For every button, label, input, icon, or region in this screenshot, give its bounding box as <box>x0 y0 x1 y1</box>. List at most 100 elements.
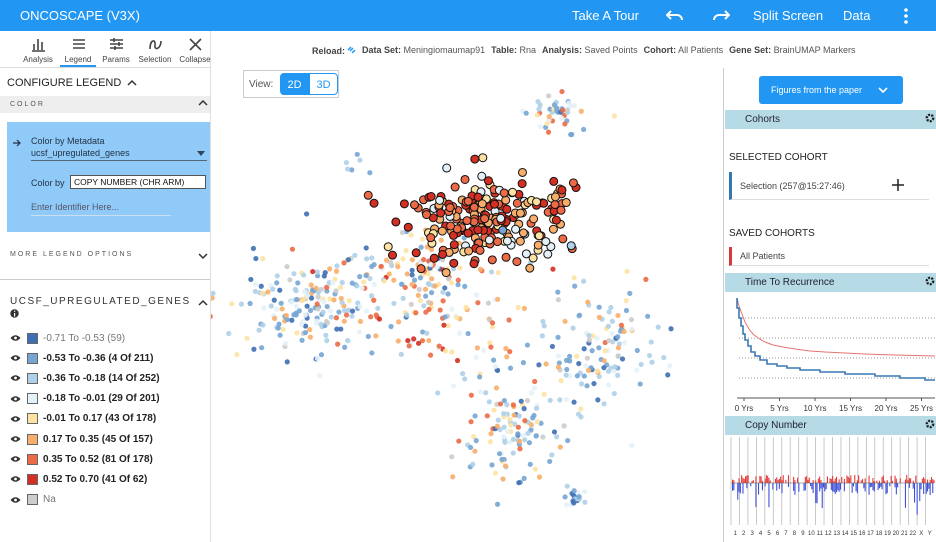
legend-item[interactable]: -0.18 To -0.01 (29 Of 201) <box>10 390 160 408</box>
scatter-point <box>400 256 406 262</box>
selected-point <box>568 178 578 188</box>
loss-bar <box>912 483 914 489</box>
scatter-point <box>605 368 612 374</box>
tool-button[interactable]: Analysis <box>18 36 58 64</box>
visibility-icon <box>10 335 21 341</box>
legend-item[interactable]: -0.01 To 0.17 (43 Of 178) <box>10 410 156 428</box>
redo-icon[interactable] <box>712 8 730 22</box>
reload-icon[interactable] <box>347 45 356 54</box>
scatter-point <box>275 325 281 331</box>
loss-bar <box>750 483 752 487</box>
selected-point <box>499 188 509 198</box>
section-header: COLOR <box>0 96 210 113</box>
scatter-point <box>421 256 427 263</box>
view-button[interactable]: 2D <box>280 73 309 95</box>
chromosome-label: 18 <box>876 531 883 537</box>
scatter-point <box>531 385 538 391</box>
tool-button[interactable]: Legend <box>58 36 98 64</box>
scatter-point <box>363 272 369 279</box>
legend-item[interactable]: 0.35 To 0.52 (81 Of 178) <box>10 450 153 468</box>
loss-bar <box>919 483 921 502</box>
legend-item[interactable]: -0.53 To -0.36 (4 Of 211) <box>10 349 153 367</box>
scatter-point <box>571 275 577 281</box>
scatter-point <box>473 438 479 444</box>
gain-bar <box>743 478 745 483</box>
scatter-point <box>563 396 570 403</box>
scatter-point <box>564 502 570 508</box>
scatter-point <box>211 295 215 301</box>
identifier-input[interactable]: Enter Identifier Here... <box>31 202 171 216</box>
gain-bar <box>829 478 831 483</box>
status-item: Table: Rna <box>491 45 536 56</box>
loss-bar <box>819 483 821 492</box>
menu-icon[interactable] <box>902 8 910 24</box>
selected-point <box>363 190 373 200</box>
legend-item[interactable]: Na <box>10 491 56 509</box>
gain-bar <box>868 475 870 483</box>
tour-button[interactable]: Take A Tour <box>572 8 639 23</box>
figures-button[interactable]: Figures from the paper <box>759 76 903 104</box>
scatter-point <box>516 480 522 486</box>
undo-icon[interactable] <box>666 8 684 22</box>
settings-icon[interactable] <box>925 419 935 429</box>
scatter-point <box>304 303 310 309</box>
chromosome-label: 4 <box>759 531 763 537</box>
scatter-point <box>253 255 259 262</box>
cohort-row[interactable]: All Patients <box>729 247 929 266</box>
more-options[interactable]: MORE LEGEND OPTIONS <box>0 251 210 258</box>
loss-bar <box>738 483 740 492</box>
add-icon[interactable] <box>892 179 904 191</box>
scatter-point <box>365 333 371 340</box>
scatter-point <box>395 319 402 325</box>
metadata-select[interactable]: ucsf_upregulated_genes <box>31 148 207 161</box>
color-by-select[interactable]: COPY NUMBER (CHR ARM) <box>70 175 206 189</box>
tool-button[interactable]: Params <box>96 36 136 64</box>
chromosome-label: 15 <box>850 531 857 537</box>
selected-point <box>515 208 525 218</box>
scatter-point <box>334 263 340 269</box>
view-button[interactable]: 3D <box>309 73 338 95</box>
scatter-point <box>462 376 468 382</box>
tool-button[interactable]: Collapse <box>175 36 215 64</box>
scatter-point <box>375 305 381 311</box>
view-toggle: View: 2D 3D <box>243 70 339 98</box>
scatter-point <box>495 269 501 276</box>
loss-bar <box>803 483 805 491</box>
legend-item[interactable]: 0.52 To 0.70 (41 Of 62) <box>10 470 147 488</box>
chevron-up[interactable] <box>198 99 208 107</box>
legend-item[interactable]: -0.71 To -0.53 (59) <box>10 329 125 347</box>
visibility-icon <box>10 436 21 442</box>
scatter-point <box>609 331 615 337</box>
scatter-point <box>450 383 457 389</box>
curve-selection <box>736 298 935 381</box>
scatter-point <box>445 291 451 297</box>
settings-icon[interactable] <box>925 276 935 286</box>
legend-item[interactable]: 0.17 To 0.35 (45 Of 157) <box>10 430 153 448</box>
loss-bar <box>877 483 879 491</box>
scatter-point <box>424 330 430 336</box>
settings-icon[interactable] <box>925 113 935 123</box>
scatter-point <box>499 456 505 463</box>
gain-bar <box>794 480 796 483</box>
scatter-point <box>277 287 283 293</box>
chromosome-label: 8 <box>793 531 797 537</box>
split-screen-button[interactable]: Split Screen <box>753 8 824 23</box>
legend-item[interactable]: -0.36 To -0.18 (14 Of 252) <box>10 369 160 387</box>
data-button[interactable]: Data <box>843 8 871 23</box>
tool-button[interactable]: Selection <box>135 36 175 64</box>
selected-point <box>399 199 409 209</box>
scatter-point <box>567 353 573 359</box>
chevron-down[interactable] <box>198 252 208 260</box>
chromosome-label: X <box>919 531 923 537</box>
scatter-point <box>391 277 397 283</box>
chevron-up[interactable] <box>198 299 208 307</box>
chevron-up[interactable] <box>127 79 137 87</box>
scatter-point <box>423 293 429 299</box>
color-by-value: COPY NUMBER (CHR ARM) <box>74 177 185 187</box>
scatter-point <box>510 436 517 442</box>
loss-bar <box>925 483 927 494</box>
scatter-point <box>555 364 562 370</box>
scatter-point <box>515 431 521 437</box>
scatter-point <box>395 264 401 270</box>
cohort-row[interactable]: Selection (257@15:27:46) <box>729 172 929 200</box>
